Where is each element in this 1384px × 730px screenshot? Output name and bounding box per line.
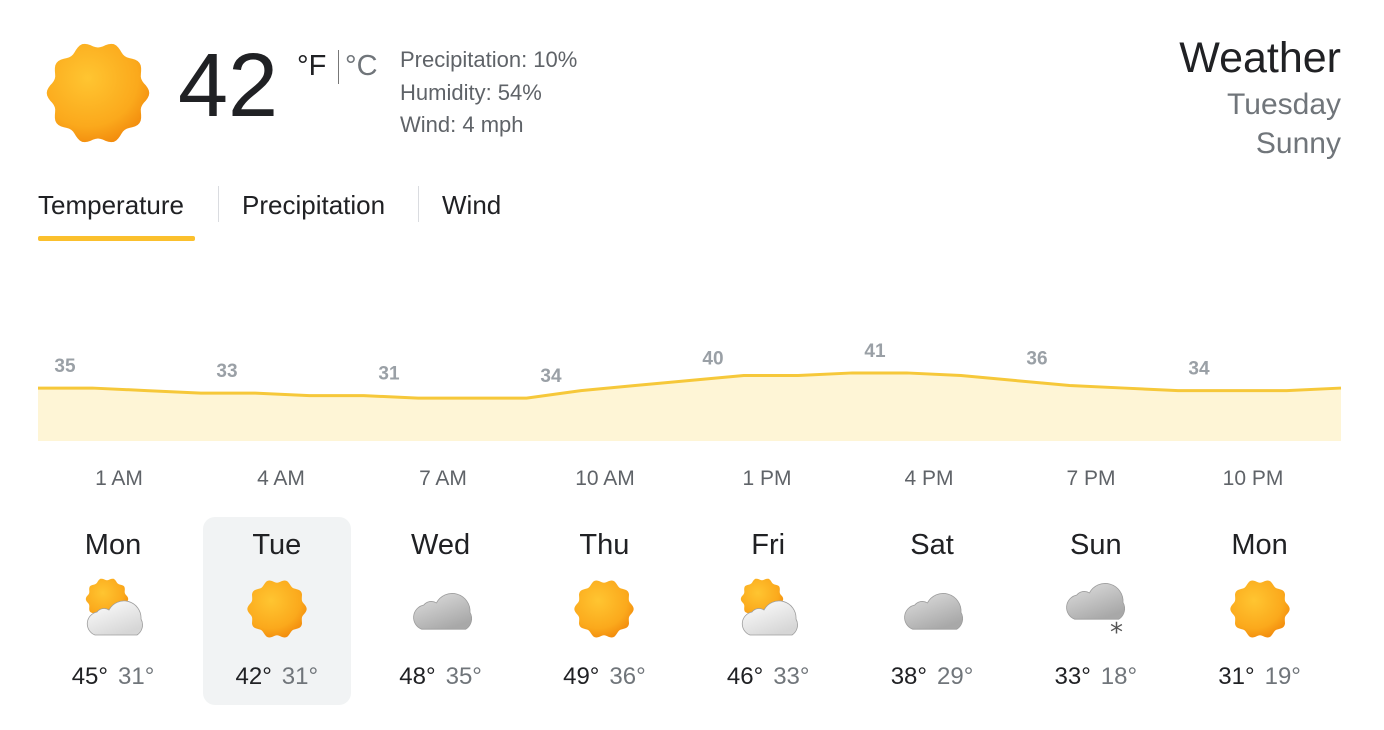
time-label: 4 PM	[904, 467, 954, 490]
temperature-label: 41	[864, 341, 886, 362]
day-forecast-sat[interactable]: Sat 38° 29°	[858, 517, 1006, 705]
low-temp: 19°	[1264, 663, 1301, 690]
snow-icon: *	[1066, 583, 1125, 645]
day-forecast-wed[interactable]: Wed 48° 35°	[367, 517, 515, 705]
temperature-label: 36	[1026, 349, 1047, 370]
selected-tab-indicator	[38, 236, 195, 241]
high-temp: 38°	[890, 663, 927, 690]
high-temp: 42°	[235, 663, 272, 690]
partly-cloudy-icon	[740, 578, 799, 636]
wind-text: Wind: 4 mph	[400, 112, 524, 137]
day-forecast-tue[interactable]: Tue 42° 31°	[202, 517, 351, 705]
high-temp: 31°	[1218, 663, 1255, 690]
low-temp: 35°	[445, 663, 482, 690]
day-forecast-sun[interactable]: Sun * 33° 18°	[1022, 517, 1170, 705]
low-temp: 29°	[937, 663, 974, 690]
day-name: Sat	[910, 529, 954, 561]
day-name: Thu	[579, 529, 630, 561]
low-temp: 36°	[609, 663, 646, 690]
day-name: Fri	[751, 529, 786, 561]
sun-icon	[1229, 580, 1290, 638]
time-label: 4 AM	[257, 467, 305, 490]
temperature-label: 34	[540, 366, 562, 387]
high-temp: 33°	[1054, 663, 1091, 690]
unit-fahrenheit-button[interactable]: °F	[297, 50, 327, 82]
day-name: Mon	[1231, 529, 1288, 561]
temperature-label: 34	[1188, 359, 1210, 380]
unit-divider	[338, 50, 339, 84]
low-temp: 31°	[118, 663, 155, 690]
temperature-label: 40	[702, 349, 723, 370]
tab-divider	[418, 186, 419, 222]
high-temp: 48°	[399, 663, 436, 690]
low-temp: 33°	[773, 663, 810, 690]
temperature-label: 31	[378, 364, 400, 385]
tab-wind[interactable]: Wind	[442, 190, 502, 220]
svg-text:*: *	[1110, 618, 1123, 645]
high-temp: 46°	[726, 663, 764, 690]
cloudy-icon	[412, 593, 472, 630]
partly-cloudy-icon	[85, 578, 143, 636]
unit-celsius-button[interactable]: °C	[345, 50, 378, 82]
current-condition: Sunny	[1255, 127, 1341, 160]
time-label: 1 AM	[95, 467, 143, 490]
time-label: 10 AM	[575, 467, 635, 490]
day-forecast-fri[interactable]: Fri 46° 33°	[694, 517, 842, 705]
temperature-label: 33	[216, 361, 237, 382]
time-label: 1 PM	[742, 467, 792, 490]
time-label: 7 AM	[419, 467, 467, 490]
humidity-text: Humidity: 54%	[400, 80, 542, 105]
day-name: Sun	[1069, 529, 1122, 561]
day-forecast-mon[interactable]: Mon 45° 31°	[39, 517, 187, 705]
current-day: Tuesday	[1227, 88, 1341, 121]
tab-divider	[218, 186, 219, 222]
sun-icon	[574, 580, 635, 638]
temperature-label: 35	[54, 356, 76, 377]
current-temperature: 42	[178, 36, 279, 136]
sun-icon	[46, 43, 150, 143]
cloudy-icon	[904, 593, 963, 630]
time-label: 7 PM	[1066, 467, 1116, 490]
tab-temperature[interactable]: Temperature	[38, 190, 184, 220]
day-name: Tue	[252, 529, 302, 561]
high-temp: 49°	[563, 663, 600, 690]
temperature-chart: 35 33 31 34 40 41 36 34	[38, 341, 1342, 441]
low-temp: 18°	[1100, 663, 1138, 690]
day-forecast-thu[interactable]: Thu 49° 36°	[530, 517, 678, 705]
time-label: 10 PM	[1222, 467, 1284, 490]
tab-precipitation[interactable]: Precipitation	[242, 190, 386, 220]
day-forecast-mon[interactable]: Mon 31° 19°	[1186, 517, 1334, 705]
widget-title: Weather	[1179, 34, 1341, 82]
sun-icon	[247, 580, 307, 638]
precipitation-text: Precipitation: 10%	[400, 47, 578, 72]
day-name: Mon	[84, 529, 142, 561]
day-name: Wed	[411, 529, 471, 561]
high-temp: 45°	[71, 663, 108, 690]
low-temp: 31°	[281, 663, 319, 690]
temperature-area	[38, 372, 1341, 441]
temperature-line	[38, 371, 1342, 400]
